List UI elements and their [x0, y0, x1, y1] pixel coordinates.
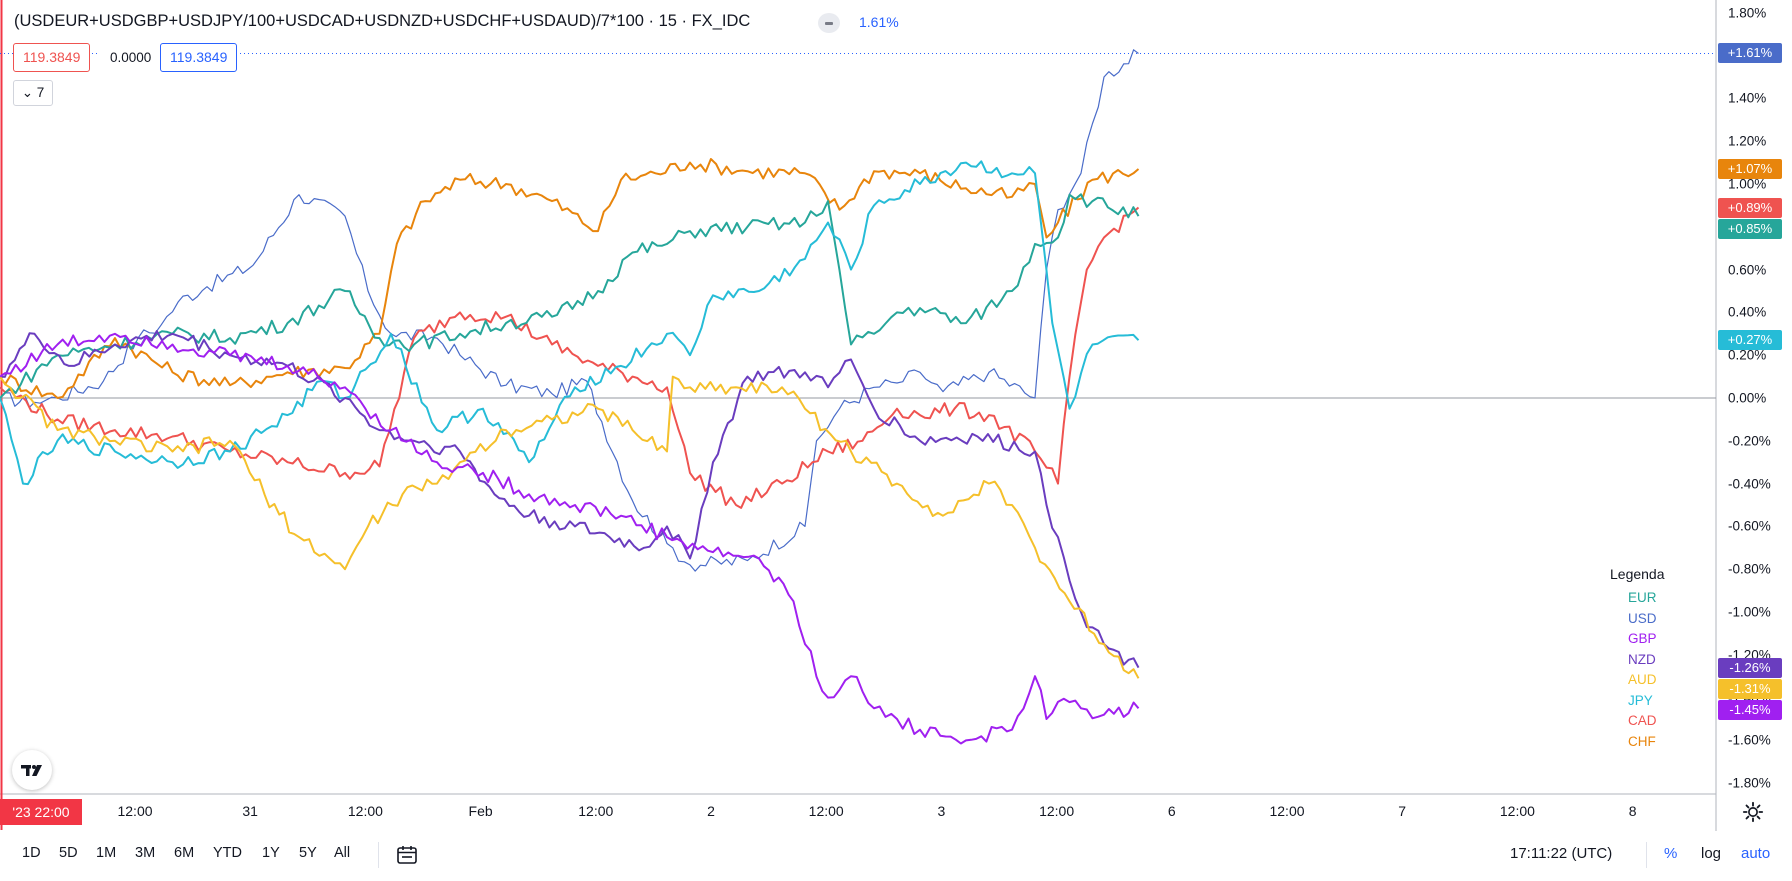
range-button-5d[interactable]: 5D — [59, 845, 78, 861]
series-line-aud — [0, 375, 1140, 679]
legend-item-chf: CHF — [1628, 733, 1656, 749]
legend-item-cad: CAD — [1628, 713, 1657, 728]
symbol-change: 1.61% — [859, 14, 899, 30]
last-value-label-chf: +1.07% — [1718, 159, 1782, 180]
log-scale-toggle[interactable]: log — [1701, 845, 1722, 862]
last-value-label-cad: +0.89% — [1718, 197, 1782, 218]
toolbar-separator — [378, 842, 379, 868]
y-tick-label: 1.40% — [1728, 90, 1767, 106]
bottom-toolbar: 1D 5D 1M 3M 6M YTD 1Y 5Y All — [0, 831, 1792, 881]
x-tick-label: 6 — [1167, 803, 1176, 819]
y-tick-label: 0.00% — [1728, 390, 1767, 406]
x-tick-label: 12:00 — [347, 803, 383, 819]
last-value-label-aud: -1.31% — [1718, 678, 1782, 699]
range-button-6m[interactable]: 6M — [174, 845, 195, 861]
x-tick-label: 8 — [1628, 803, 1637, 819]
series-line-eur — [0, 193, 1140, 399]
y-tick-label: -0.40% — [1728, 476, 1771, 492]
y-tick-label: -1.00% — [1728, 604, 1771, 620]
y-tick-label: -1.80% — [1728, 775, 1771, 791]
y-tick-label: 0.40% — [1728, 304, 1767, 320]
series-line-jpy — [0, 160, 1140, 486]
y-tick-label: 0.60% — [1728, 262, 1767, 278]
range-button-1d[interactable]: 1D — [22, 845, 41, 861]
series-line-cad — [0, 206, 1140, 509]
settings-gear-icon[interactable] — [1742, 801, 1764, 823]
x-tick-label: 12:00 — [578, 803, 614, 819]
range-button-1y[interactable]: 1Y — [262, 845, 280, 861]
x-tick-label: 2 — [707, 803, 715, 819]
x-tick-label: 12:00 — [1269, 803, 1305, 819]
indicators-count: 7 — [36, 85, 45, 100]
ohlc-value-2: 0.0000 — [100, 43, 162, 72]
chart-legend: Legenda EUR USD GBP NZD AUD JPY CAD CHF — [1610, 566, 1690, 752]
range-button-5y[interactable]: 5Y — [299, 845, 317, 861]
last-value-label-nzd: -1.26% — [1718, 657, 1782, 678]
series-line-usd — [0, 49, 1139, 572]
indicators-collapse-button[interactable]: ⌄ 7 — [13, 80, 53, 106]
last-value-label-usd: +1.61% — [1718, 43, 1782, 64]
y-tick-label: 1.20% — [1728, 133, 1767, 149]
y-tick-label: 1.80% — [1728, 5, 1767, 21]
goto-date-icon[interactable] — [396, 844, 420, 866]
tradingview-logo[interactable] — [12, 750, 52, 790]
last-value-label-eur: +0.85% — [1718, 218, 1782, 239]
hide-indicator-icon[interactable] — [818, 13, 840, 33]
chevron-down-icon: ⌄ — [21, 85, 34, 100]
auto-scale-toggle[interactable]: auto — [1741, 845, 1771, 862]
clock-utc[interactable]: 17:11:22 (UTC) — [1510, 845, 1613, 862]
y-tick-label: -0.80% — [1728, 561, 1771, 577]
range-button-3m[interactable]: 3M — [135, 845, 156, 861]
percent-scale-toggle[interactable]: % — [1664, 845, 1678, 862]
range-button-ytd[interactable]: YTD — [213, 845, 242, 861]
legend-title: Legenda — [1610, 566, 1665, 582]
series-line-gbp — [0, 332, 1140, 745]
x-tick-label: 31 — [242, 803, 258, 819]
last-value-label-jpy: +0.27% — [1718, 330, 1782, 351]
range-button-all[interactable]: All — [334, 845, 351, 861]
x-tick-label: 12:00 — [117, 803, 153, 819]
y-tick-label: -0.60% — [1728, 518, 1771, 534]
x-tick-label: 12:00 — [808, 803, 844, 819]
legend-item-nzd: NZD — [1628, 651, 1656, 667]
y-tick-label: -1.60% — [1728, 732, 1771, 748]
x-tick-label: 7 — [1398, 803, 1407, 819]
toolbar-separator — [1646, 842, 1647, 868]
legend-item-usd: USD — [1628, 610, 1657, 626]
legend-item-gbp: GBP — [1628, 631, 1657, 646]
legend-item-jpy: JPY — [1628, 692, 1653, 708]
legend-item-eur: EUR — [1628, 590, 1657, 605]
legend-item-aud: AUD — [1628, 672, 1657, 687]
y-tick-label: -0.20% — [1728, 433, 1771, 449]
x-tick-label: 12:00 — [1499, 803, 1535, 819]
tradingview-logo-icon — [21, 765, 42, 776]
y-tick-label: 1.00% — [1728, 176, 1767, 192]
ohlc-value-3: 119.3849 — [160, 43, 238, 72]
x-tick-label: Feb — [468, 803, 493, 819]
ohlc-value-1: 119.3849 — [13, 43, 91, 72]
symbol-title[interactable]: (USDEUR+USDGBP+USDJPY/100+USDCAD+USDNZD+… — [14, 12, 751, 30]
y-tick-label: 0.20% — [1728, 347, 1767, 363]
time-axis-start-badge: '23 22:00 — [0, 799, 82, 825]
x-tick-label: 12:00 — [1039, 803, 1075, 819]
series-line-chf — [0, 158, 1140, 399]
series-line-nzd — [0, 330, 1140, 669]
range-button-1m[interactable]: 1M — [96, 845, 117, 861]
last-value-label-gbp: -1.45% — [1718, 699, 1782, 720]
x-tick-label: 3 — [937, 803, 946, 819]
